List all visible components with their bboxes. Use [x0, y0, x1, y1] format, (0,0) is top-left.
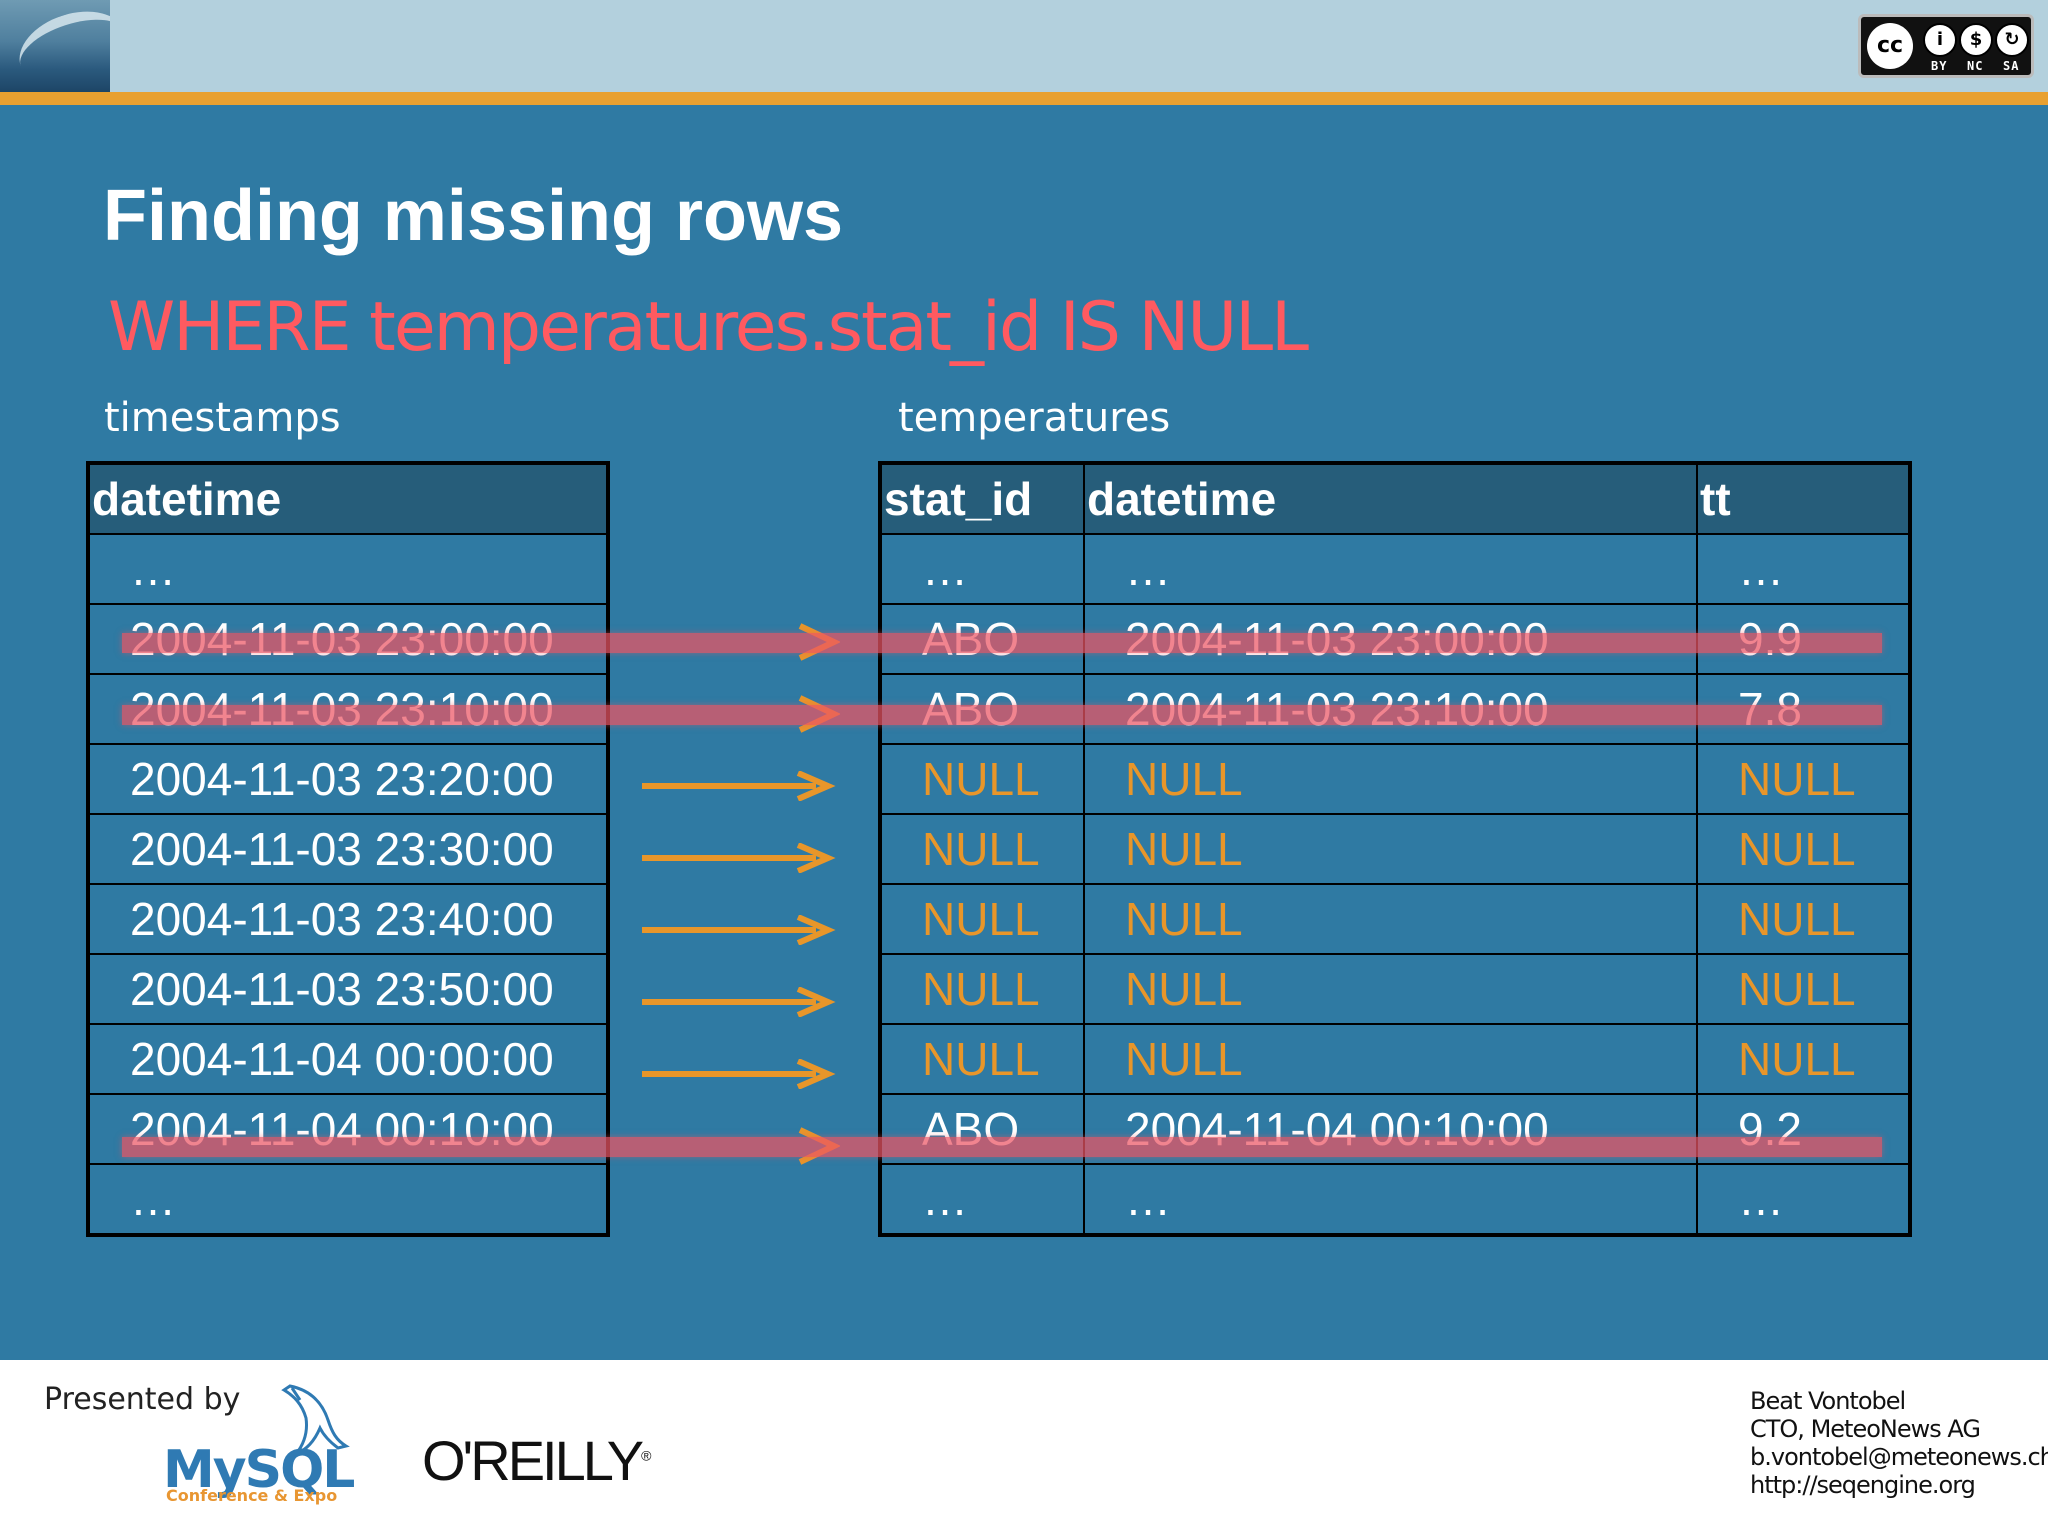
join-arrow-icon	[642, 843, 836, 873]
temperatures-caption: temperatures	[898, 395, 1171, 441]
license-label-nc: NC	[1967, 59, 1984, 73]
table-row: …	[87, 533, 609, 605]
null-cell: NULL	[1696, 813, 1911, 885]
table-row: NULL NULL NULL	[879, 1023, 1911, 1095]
mysql-subtitle: Conference & Expo	[166, 1486, 338, 1505]
null-cell: NULL	[879, 743, 1085, 815]
table-row: NULL NULL NULL	[879, 743, 1911, 815]
column-header-stat-id: stat_id	[879, 462, 1085, 535]
row-strikethrough	[122, 705, 1882, 725]
table-cell: …	[1083, 1163, 1698, 1236]
column-header-datetime: datetime	[1083, 462, 1698, 535]
null-cell: NULL	[1083, 1023, 1698, 1095]
license-label-sa: SA	[2003, 59, 2020, 73]
null-cell: NULL	[1696, 883, 1911, 955]
table-row: 2004-11-03 23:20:00	[87, 743, 609, 815]
nc-icon: $	[1959, 23, 1993, 57]
table-row: … … …	[879, 533, 1911, 605]
sa-icon: ↻	[1995, 23, 2029, 57]
presented-by-label: Presented by	[44, 1382, 241, 1417]
table-row: 2004-11-03 23:50:00	[87, 953, 609, 1025]
null-cell: NULL	[1083, 883, 1698, 955]
column-header-tt: tt	[1696, 462, 1911, 535]
license-label-by: BY	[1931, 59, 1948, 73]
table-cell: 2004-11-03 23:20:00	[87, 743, 609, 815]
presenter-name: Beat Vontobel	[1750, 1387, 1906, 1415]
table-row: 2004-11-04 00:00:00	[87, 1023, 609, 1095]
table-cell: 2004-11-03 23:40:00	[87, 883, 609, 955]
row-strikethrough	[122, 1137, 1882, 1157]
header-stripe	[0, 92, 2048, 105]
mysql-wordmark-text: MySQL	[163, 1440, 355, 1500]
table-cell: …	[87, 1163, 609, 1236]
column-header-datetime: datetime	[87, 462, 609, 535]
mysql-wordmark: MySQL	[163, 1440, 355, 1500]
table-cell: …	[1696, 533, 1911, 605]
null-cell: NULL	[1083, 813, 1698, 885]
timestamps-caption: timestamps	[104, 395, 341, 441]
table-row: …	[87, 1163, 609, 1236]
table-row: 2004-11-03 23:40:00	[87, 883, 609, 955]
table-header-row: datetime	[87, 462, 609, 535]
table-row: NULL NULL NULL	[879, 953, 1911, 1025]
oreilly-logo: O'REILLY®	[422, 1429, 652, 1492]
table-header-row: stat_id datetime tt	[879, 462, 1911, 535]
table-cell: …	[1696, 1163, 1911, 1236]
null-cell: NULL	[879, 953, 1085, 1025]
table-row: NULL NULL NULL	[879, 813, 1911, 885]
cc-license-badge[interactable]: cc i $ ↻ BY NC SA	[1858, 14, 2034, 78]
oreilly-wordmark: O'REILLY	[422, 1429, 644, 1492]
table-cell: 2004-11-04 00:00:00	[87, 1023, 609, 1095]
slide-title: Finding missing rows	[103, 176, 844, 256]
temperatures-table: stat_id datetime tt … … … ABO 2004-11-03…	[878, 461, 1912, 1237]
row-strikethrough	[122, 633, 1882, 653]
null-cell: NULL	[1083, 743, 1698, 815]
null-cell: NULL	[1696, 953, 1911, 1025]
join-arrow-icon	[642, 987, 836, 1017]
table-cell: 2004-11-03 23:30:00	[87, 813, 609, 885]
table-cell: 2004-11-03 23:50:00	[87, 953, 609, 1025]
by-icon: i	[1923, 23, 1957, 57]
join-arrow-icon	[642, 771, 836, 801]
null-cell: NULL	[879, 813, 1085, 885]
table-cell: …	[87, 533, 609, 605]
presenter-info: Beat Vontobel CTO, MeteoNews AG b.vontob…	[1750, 1387, 2048, 1499]
ocean-wave-image	[0, 0, 110, 92]
join-arrow-icon	[642, 915, 836, 945]
null-cell: NULL	[1696, 743, 1911, 815]
null-cell: NULL	[1083, 953, 1698, 1025]
presenter-email[interactable]: b.vontobel@meteonews.ch	[1750, 1443, 2048, 1471]
null-cell: NULL	[1696, 1023, 1911, 1095]
table-row: NULL NULL NULL	[879, 883, 1911, 955]
presenter-role: CTO, MeteoNews AG	[1750, 1415, 1981, 1443]
null-cell: NULL	[879, 883, 1085, 955]
table-cell: …	[879, 1163, 1085, 1236]
null-cell: NULL	[879, 1023, 1085, 1095]
mysql-dolphin-logo	[281, 1384, 350, 1458]
table-row: 2004-11-03 23:30:00	[87, 813, 609, 885]
table-cell: …	[1083, 533, 1698, 605]
slide-header	[0, 0, 2048, 92]
join-arrow-icon	[642, 1059, 836, 1089]
table-cell: …	[879, 533, 1085, 605]
slide-subtitle: WHERE temperatures.stat_id IS NULL	[108, 288, 1309, 367]
presenter-url[interactable]: http://seqengine.org	[1750, 1471, 1976, 1499]
table-row: … … …	[879, 1163, 1911, 1236]
cc-icon: cc	[1867, 23, 1913, 69]
timestamps-table: datetime … 2004-11-03 23:00:00 2004-11-0…	[86, 461, 610, 1237]
